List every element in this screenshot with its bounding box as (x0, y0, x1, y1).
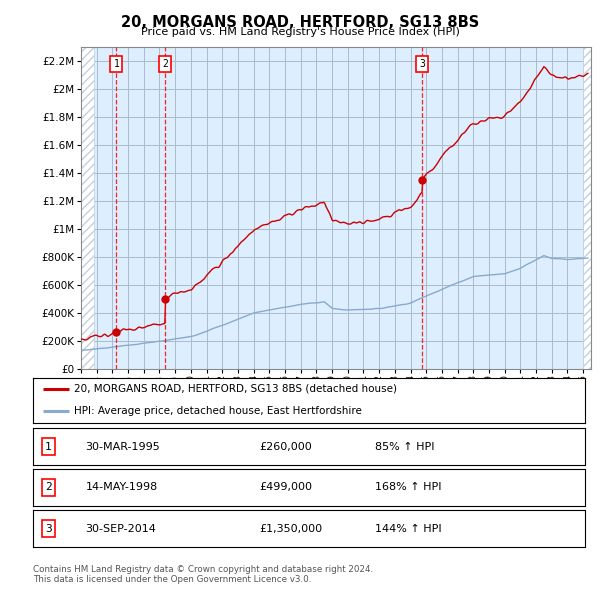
Text: 30-MAR-1995: 30-MAR-1995 (85, 442, 160, 451)
Text: 144% ↑ HPI: 144% ↑ HPI (375, 524, 442, 533)
Text: 3: 3 (419, 59, 425, 69)
Text: 1: 1 (113, 59, 119, 69)
Bar (81, 47, 94, 369)
Text: 85% ↑ HPI: 85% ↑ HPI (375, 442, 435, 451)
Text: £260,000: £260,000 (259, 442, 312, 451)
Text: 2: 2 (45, 483, 52, 492)
Text: HPI: Average price, detached house, East Hertfordshire: HPI: Average price, detached house, East… (74, 407, 362, 416)
Text: 1: 1 (45, 442, 52, 451)
Text: £499,000: £499,000 (259, 483, 313, 492)
Bar (583, 47, 591, 369)
Text: 20, MORGANS ROAD, HERTFORD, SG13 8BS: 20, MORGANS ROAD, HERTFORD, SG13 8BS (121, 15, 479, 30)
Text: 2: 2 (163, 59, 168, 69)
Text: 30-SEP-2014: 30-SEP-2014 (85, 524, 157, 533)
Text: 168% ↑ HPI: 168% ↑ HPI (375, 483, 442, 492)
Text: 20, MORGANS ROAD, HERTFORD, SG13 8BS (detached house): 20, MORGANS ROAD, HERTFORD, SG13 8BS (de… (74, 384, 397, 394)
Text: Contains HM Land Registry data © Crown copyright and database right 2024.
This d: Contains HM Land Registry data © Crown c… (33, 565, 373, 584)
Text: 3: 3 (45, 524, 52, 533)
Text: 14-MAY-1998: 14-MAY-1998 (85, 483, 158, 492)
Text: £1,350,000: £1,350,000 (259, 524, 322, 533)
Text: Price paid vs. HM Land Registry's House Price Index (HPI): Price paid vs. HM Land Registry's House … (140, 27, 460, 37)
